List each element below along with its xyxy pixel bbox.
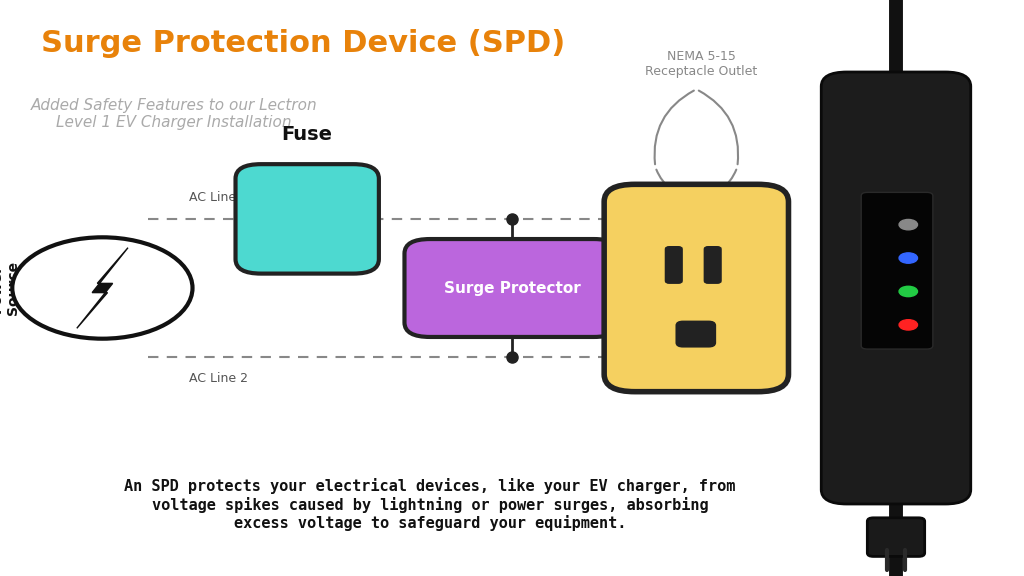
Text: Power
Source: Power Source bbox=[0, 261, 20, 315]
Circle shape bbox=[899, 320, 918, 330]
FancyBboxPatch shape bbox=[867, 518, 925, 556]
FancyBboxPatch shape bbox=[677, 322, 715, 346]
Text: AC Line 1: AC Line 1 bbox=[189, 191, 249, 204]
Circle shape bbox=[899, 219, 918, 230]
Circle shape bbox=[899, 253, 918, 263]
Text: Surge Protector: Surge Protector bbox=[443, 281, 581, 295]
Circle shape bbox=[12, 237, 193, 339]
Circle shape bbox=[899, 286, 918, 297]
Polygon shape bbox=[77, 248, 128, 328]
Text: AC Line 2: AC Line 2 bbox=[189, 372, 249, 385]
FancyBboxPatch shape bbox=[861, 192, 933, 349]
FancyBboxPatch shape bbox=[404, 239, 620, 337]
FancyBboxPatch shape bbox=[821, 72, 971, 504]
FancyBboxPatch shape bbox=[604, 184, 788, 392]
Text: Added Safety Features to our Lectron
Level 1 EV Charger Installation: Added Safety Features to our Lectron Lev… bbox=[31, 98, 317, 130]
Text: Fuse: Fuse bbox=[282, 125, 333, 144]
FancyBboxPatch shape bbox=[667, 248, 682, 282]
Text: Surge Protection Device (SPD): Surge Protection Device (SPD) bbox=[41, 29, 565, 58]
Text: NEMA 5-15
Receptacle Outlet: NEMA 5-15 Receptacle Outlet bbox=[645, 50, 758, 78]
FancyBboxPatch shape bbox=[236, 164, 379, 274]
FancyBboxPatch shape bbox=[706, 248, 721, 282]
Text: An SPD protects your electrical devices, like your EV charger, from
voltage spik: An SPD protects your electrical devices,… bbox=[124, 478, 736, 531]
